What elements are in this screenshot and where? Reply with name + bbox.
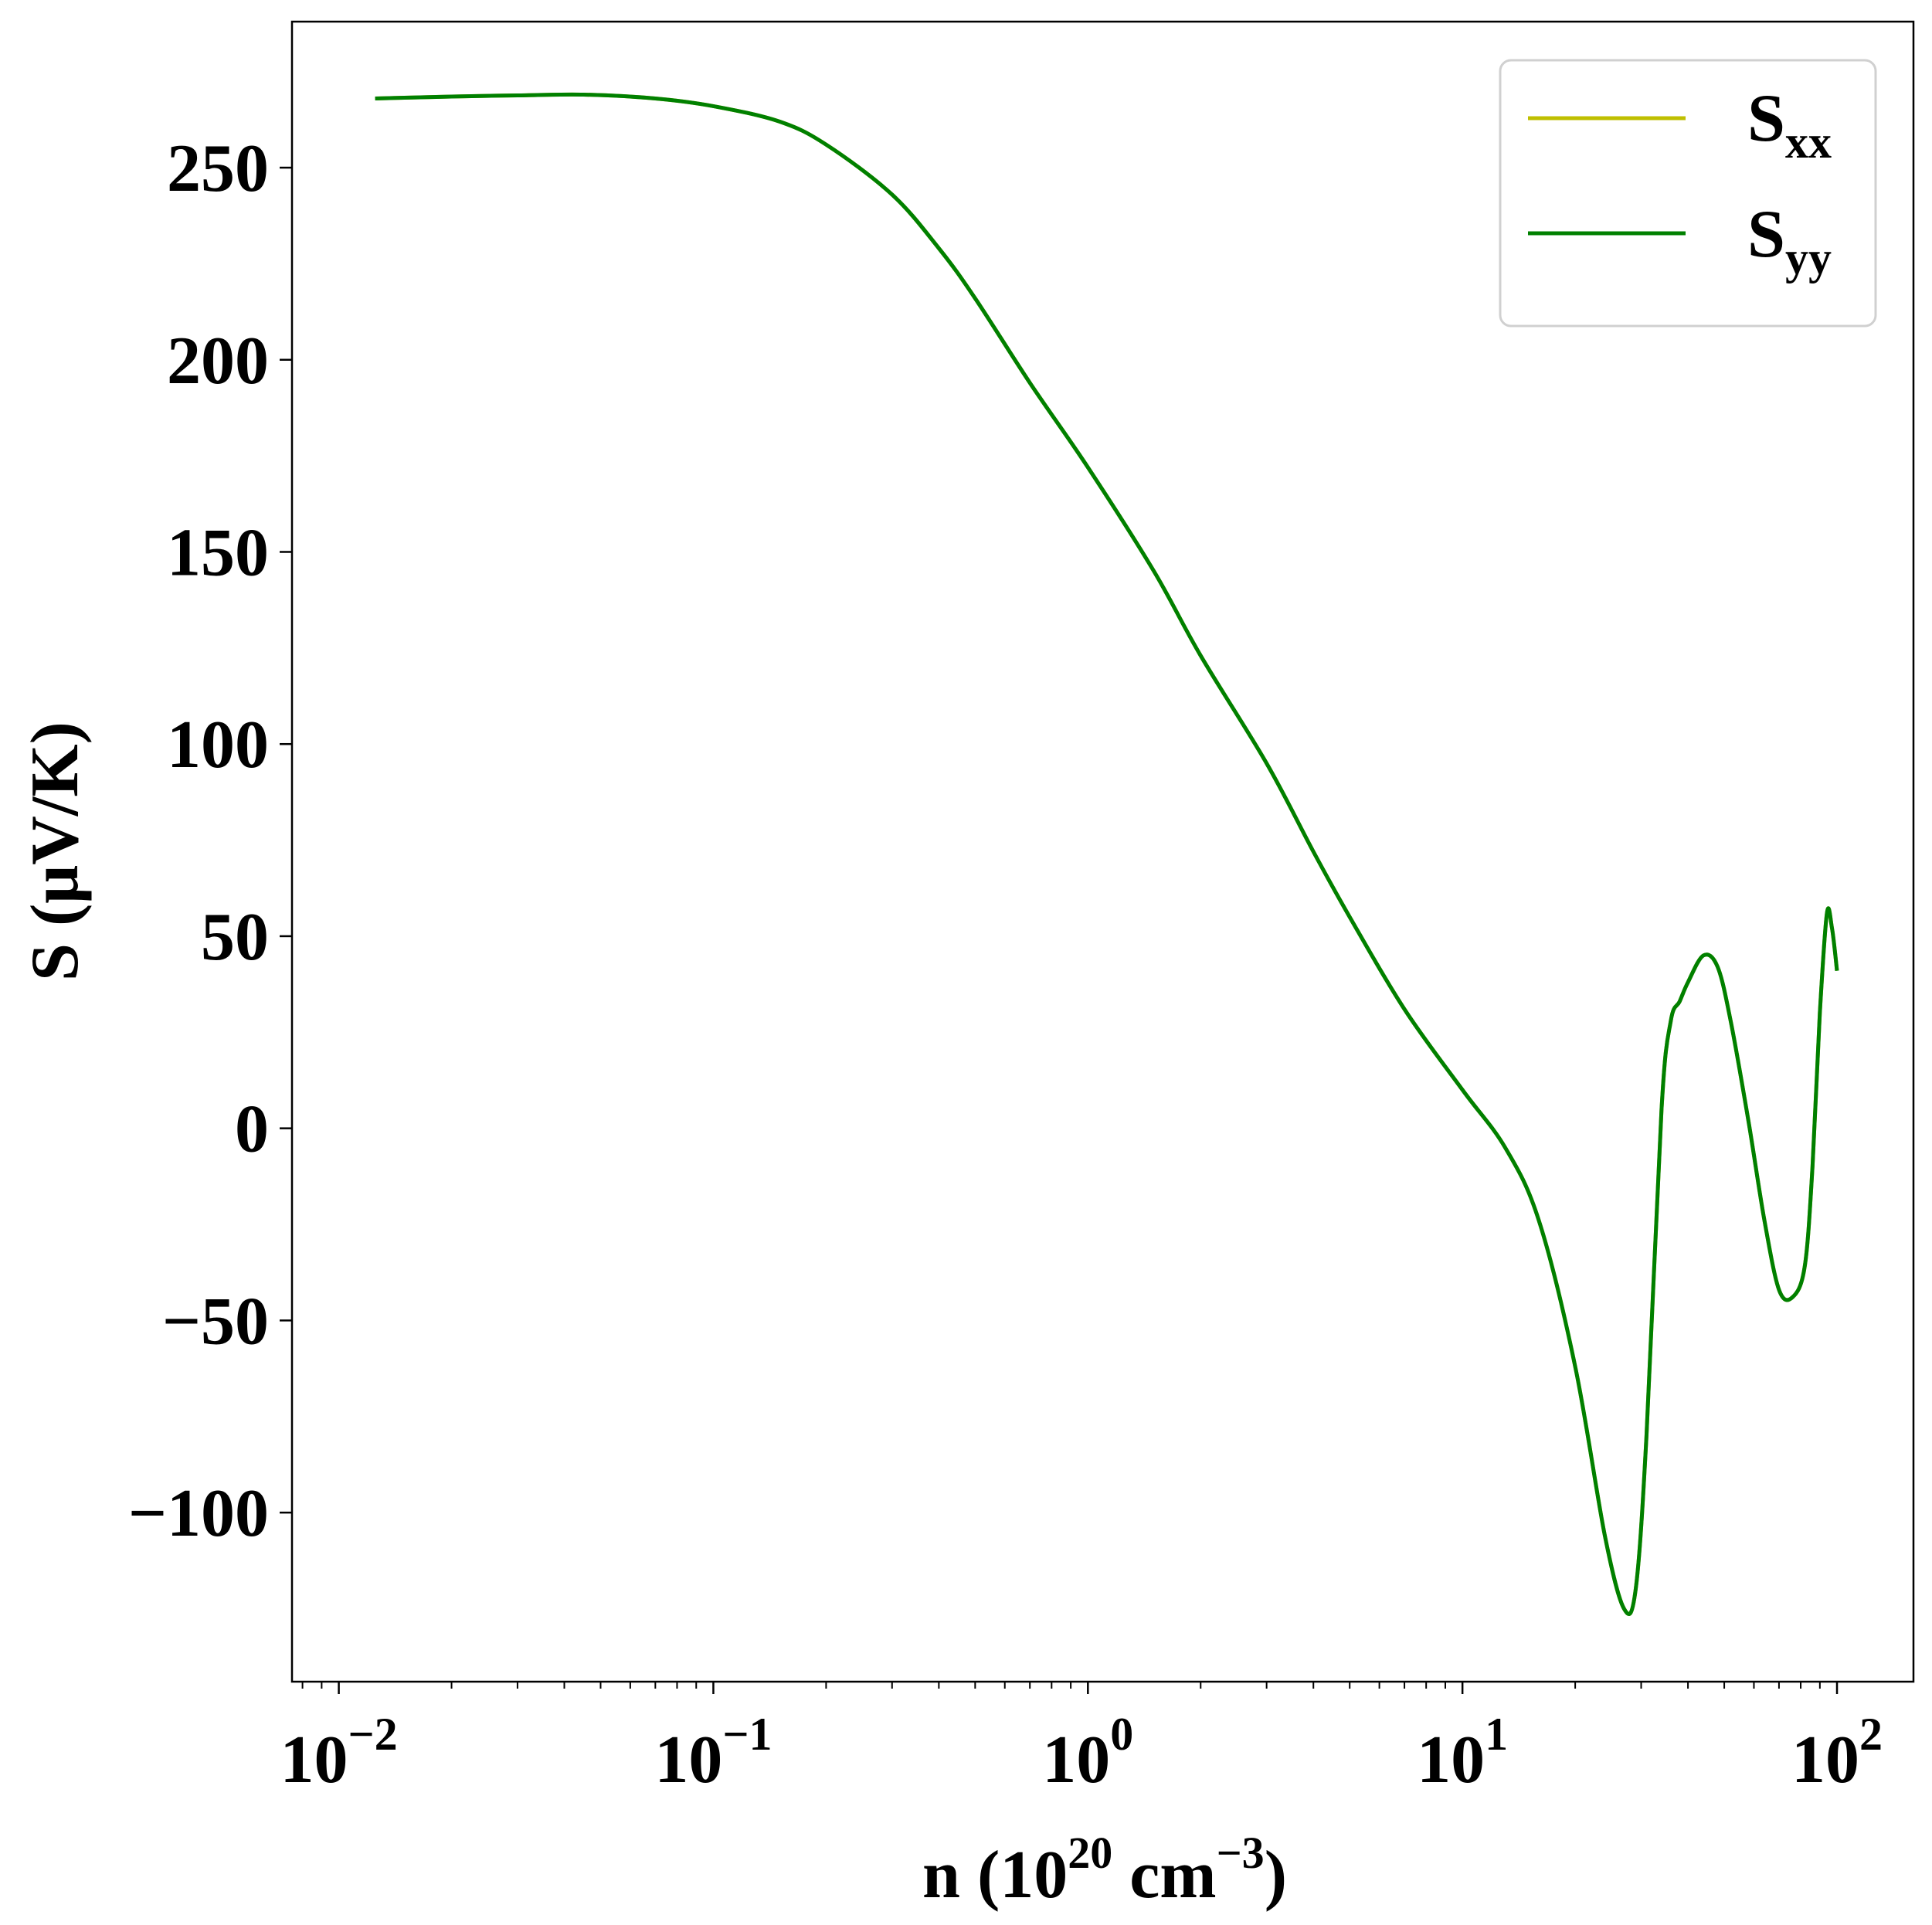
y-axis-label: S (μV/K) [18, 721, 93, 981]
y-tick-label: 200 [167, 324, 269, 399]
x-axis-label-sup1: 20 [1068, 1828, 1112, 1878]
x-axis-label-sup2: −3 [1217, 1828, 1265, 1878]
legend-label-syy: Syy [1747, 197, 1832, 283]
y-axis-ticks: 250 200 150 100 50 0 −50 −100 [128, 131, 292, 1551]
x-axis-label-prefix: n (10 [922, 1838, 1068, 1913]
legend-label-syy-base: S [1747, 197, 1785, 272]
y-tick-label: 150 [167, 515, 269, 590]
legend-label-sxx-sub: xx [1785, 117, 1832, 168]
x-tick-label-base: 10 [1042, 1723, 1110, 1798]
y-tick-label: 50 [201, 900, 269, 975]
legend-label-sxx: Sxx [1747, 81, 1832, 168]
legend-frame [1499, 59, 1877, 328]
legend-label-syy-sub: yy [1785, 233, 1832, 283]
x-tick-label: 102 [1791, 1709, 1883, 1798]
y-tick-label: 0 [235, 1092, 269, 1167]
x-tick-label-exponent: 1 [1485, 1709, 1508, 1760]
x-tick-label-base: 10 [1791, 1723, 1859, 1798]
y-tick-label: 100 [167, 708, 269, 783]
y-tick-label: 250 [167, 131, 269, 206]
x-minor-ticks [301, 1682, 1821, 1689]
series-line-syy [375, 92, 1839, 1617]
x-tick-label: 10−2 [280, 1709, 397, 1798]
x-axis-label-mid: cm [1112, 1838, 1216, 1913]
x-tick-label-exponent: 2 [1859, 1709, 1883, 1760]
x-tick-label: 10−1 [654, 1709, 772, 1798]
legend: Sxx Syy [1499, 59, 1877, 328]
x-tick-label-exponent: −1 [722, 1709, 772, 1760]
x-tick-label-base: 10 [654, 1723, 722, 1798]
x-tick-label-base: 10 [1417, 1723, 1485, 1798]
x-tick-label: 100 [1042, 1709, 1133, 1798]
x-tick-label-exponent: −2 [348, 1709, 397, 1760]
y-tick-label: −50 [162, 1284, 269, 1359]
x-axis-ticks: 10−2 10−1 100 101 102 [280, 1682, 1883, 1798]
legend-label-sxx-base: S [1747, 81, 1785, 156]
x-tick-label: 101 [1417, 1709, 1508, 1798]
x-axis-label-suffix: ) [1265, 1838, 1287, 1913]
x-tick-label-exponent: 0 [1110, 1709, 1133, 1760]
x-tick-label-base: 10 [280, 1723, 348, 1798]
x-axis-label: n (1020 cm−3) [922, 1828, 1287, 1913]
series-layer [375, 92, 1839, 1617]
y-tick-label: −100 [128, 1476, 269, 1551]
